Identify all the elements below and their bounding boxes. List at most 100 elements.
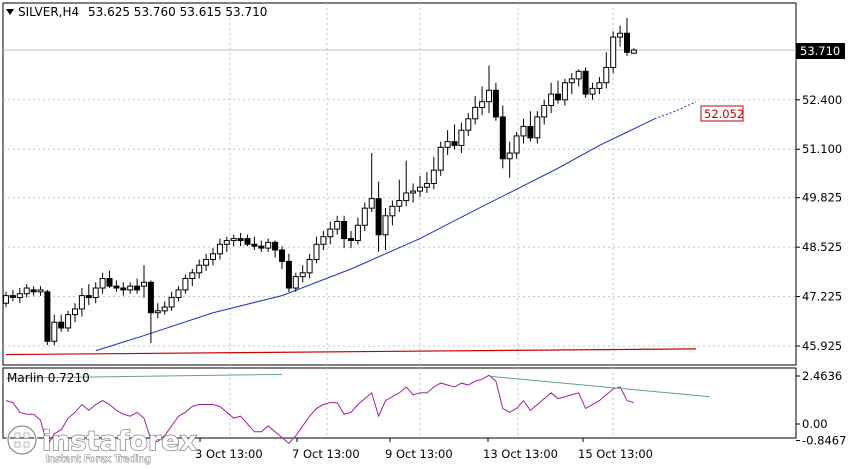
time-tick-label: 15 Oct 13:00 [578, 447, 653, 461]
bearish-candle [624, 32, 630, 53]
indicator-label: Marlin 0.7210 [7, 371, 90, 385]
bullish-candle [3, 295, 9, 304]
bullish-candle [410, 190, 417, 194]
bullish-candle [486, 89, 492, 103]
bullish-candle [216, 243, 223, 255]
indicator-trendline [5, 373, 283, 379]
red-moving-average [5, 348, 697, 356]
price-tick-label: 52.400 [802, 93, 842, 107]
bullish-candle [141, 281, 147, 287]
bullish-candle [78, 295, 85, 310]
price-panel [3, 18, 796, 356]
bullish-candle [168, 297, 175, 308]
bullish-candle [210, 253, 216, 261]
bearish-candle [113, 285, 120, 289]
bearish-candle [499, 116, 506, 160]
bullish-candle [361, 207, 368, 226]
bullish-candle [292, 276, 299, 289]
bullish-candle [389, 205, 396, 217]
bullish-candle [92, 287, 99, 299]
bearish-candle [244, 238, 251, 245]
bullish-candle [320, 236, 327, 245]
bullish-candle [506, 152, 513, 160]
bearish-candle [555, 93, 561, 101]
time-tick-label: 9 Oct 13:00 [385, 447, 453, 461]
time-tick-label: 13 Oct 13:00 [483, 447, 558, 461]
bullish-candle [306, 259, 313, 274]
price-tick-label: 49.825 [802, 191, 842, 205]
bullish-candle [354, 224, 361, 241]
bullish-candle [161, 306, 168, 312]
watermark-brand: instaforex [42, 426, 197, 457]
bearish-candle [272, 241, 279, 251]
indicator-plot-area [2, 367, 797, 439]
bullish-candle [51, 321, 58, 342]
bullish-candle [513, 135, 520, 154]
bullish-candle [65, 314, 72, 329]
bearish-candle [279, 249, 285, 262]
symbol-label: SILVER,H4 [18, 5, 79, 19]
grid-lines [3, 3, 796, 438]
bullish-candle [568, 78, 575, 84]
bearish-candle [237, 238, 244, 241]
indicator-trendline [488, 375, 710, 398]
bearish-candle [147, 281, 154, 314]
price-tick-label: 51.100 [802, 142, 842, 156]
bullish-candle [617, 32, 624, 38]
target-price-label: 52.052 [704, 107, 744, 121]
bearish-candle [341, 220, 348, 240]
menu-triangle-icon[interactable] [6, 9, 14, 15]
bearish-candle [285, 260, 292, 289]
bullish-candle [520, 125, 527, 137]
bullish-candle [479, 101, 486, 108]
target-price-box [700, 105, 744, 122]
time-tick-label: 3 Oct 13:00 [195, 447, 263, 461]
ohlc-values: 53.625 53.760 53.615 53.710 [88, 5, 267, 19]
bullish-candle [437, 146, 444, 171]
price-tick-label: 45.925 [802, 339, 842, 353]
bearish-candle [9, 295, 16, 299]
bullish-candle [541, 105, 548, 118]
indicator-tick-label: 2.4636 [802, 369, 842, 383]
bullish-candle [423, 182, 430, 188]
price-tick-label: 47.225 [802, 290, 842, 304]
bearish-candle [258, 245, 265, 249]
bearish-candle [582, 70, 589, 95]
bearish-candle [120, 287, 127, 291]
indicator-panel [5, 373, 710, 447]
time-tick-label: 7 Oct 13:00 [292, 447, 360, 461]
bearish-candle [375, 198, 382, 236]
bullish-candle [37, 289, 44, 293]
bullish-candle [175, 289, 182, 299]
bullish-candle [603, 66, 610, 84]
bullish-candle [154, 310, 161, 314]
bullish-candle [127, 285, 134, 291]
bullish-candle [327, 228, 334, 238]
bearish-candle [58, 321, 65, 329]
bearish-candle [527, 125, 534, 139]
bearish-candle [106, 278, 113, 287]
bullish-candle [430, 169, 437, 184]
bullish-candle [182, 278, 189, 291]
axes: 52.400 51.100 49.825 48.525 47.225 45.925 3 Oc… [195, 49, 846, 461]
bullish-candle [230, 238, 237, 241]
bullish-candle [23, 287, 30, 295]
bullish-candle [299, 272, 306, 278]
bullish-candle [630, 49, 637, 54]
current-price-label: 53.710 [800, 44, 840, 58]
blue-average-projection [654, 101, 697, 120]
bullish-candle [589, 87, 596, 95]
bullish-candle [417, 186, 423, 192]
bullish-candle [472, 106, 479, 120]
indicator-tick-label: 0.00 [802, 417, 828, 431]
bearish-candle [492, 89, 499, 118]
bullish-candle [72, 308, 78, 316]
bullish-candle [465, 118, 472, 131]
current-price-tag [796, 43, 845, 59]
bearish-candle [85, 295, 92, 299]
bearish-candle [134, 285, 141, 291]
bullish-candle [596, 82, 603, 89]
bullish-candle [368, 198, 375, 209]
